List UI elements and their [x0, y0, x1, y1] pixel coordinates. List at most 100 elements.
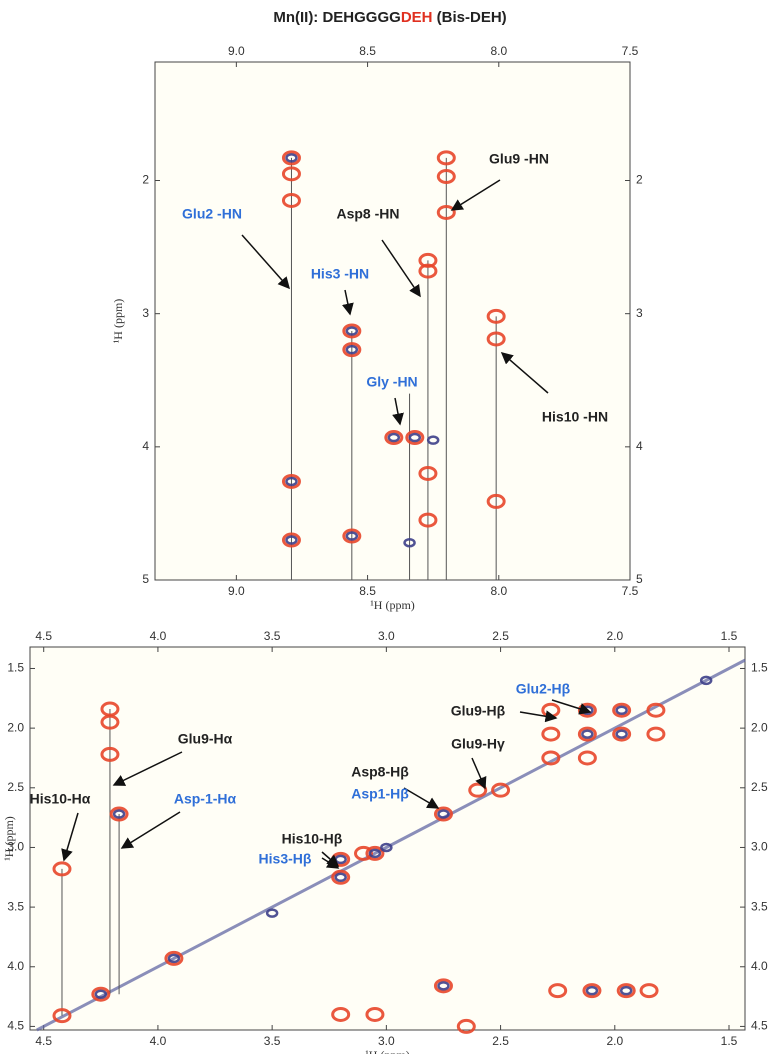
peak-red [646, 726, 666, 742]
peak-blue [437, 809, 450, 819]
title-part: DEH [401, 9, 433, 26]
figure-title: Mn(II): DEHGGGGDEH (Bis-DEH) [273, 9, 506, 26]
annotation-arrow [321, 857, 340, 869]
y-tick-label: 5 [142, 572, 149, 586]
peak-red [281, 150, 301, 166]
peak-blue [345, 344, 359, 355]
peak-red [342, 342, 362, 358]
annotation-arrow [519, 710, 558, 723]
peak-red [577, 750, 597, 766]
peak-red [612, 726, 632, 742]
x-axis-label: ¹H (ppm) [365, 1048, 410, 1054]
annotation: Glu2 -HN [182, 206, 242, 222]
y-tick-label: 4 [142, 439, 149, 453]
annotation: His10 -HN [542, 409, 608, 425]
peak-red [418, 263, 438, 279]
annotation-arrow [61, 812, 79, 862]
x-tick-label: 4.5 [35, 629, 52, 643]
peak-red [281, 532, 301, 548]
peak-blue [265, 908, 279, 918]
peak-blue [403, 537, 416, 548]
peak-red [433, 806, 453, 822]
annotation: Asp8 -HN [336, 206, 399, 222]
y-axis-label: ¹H (ppm) [111, 299, 125, 344]
peak-red [436, 150, 456, 166]
annotation: His10-Hβ [282, 831, 343, 847]
peak-blue [368, 848, 382, 859]
peak-red [281, 166, 301, 182]
peak-red [52, 1008, 72, 1024]
y-tick-label: 4.5 [7, 1019, 24, 1033]
annotation: Glu9-Hα [178, 731, 233, 747]
peak-blue [94, 989, 108, 999]
x-tick-label: 7.5 [622, 44, 639, 58]
annotation: Gly -HN [366, 374, 417, 390]
annotation: Asp8-Hβ [351, 764, 409, 780]
peak-red [491, 782, 511, 798]
peak-red [646, 702, 666, 718]
peak-red [541, 726, 561, 742]
peak-red [486, 493, 506, 509]
plot-frame [154, 61, 631, 581]
y-tick-label: 2.0 [7, 720, 24, 734]
x-tick-label: 8.5 [359, 44, 376, 58]
y-tick-label: 4.0 [7, 959, 24, 973]
annotation-arrow [403, 787, 440, 809]
peak-blue [426, 435, 440, 445]
x-tick-label: 8.5 [359, 584, 376, 598]
peak-red [281, 192, 301, 208]
peak-red [418, 465, 438, 481]
x-tick-label: 8.0 [490, 44, 507, 58]
y-tick-label: 5 [636, 572, 643, 586]
y-tick-label: 4.0 [751, 959, 768, 973]
peak-red [616, 983, 636, 999]
annotation: Glu9-Hγ [451, 736, 505, 752]
peak-red [405, 430, 425, 446]
peak-blue [387, 432, 401, 443]
y-tick-label: 4.5 [751, 1019, 768, 1033]
x-tick-label: 4.5 [35, 1034, 52, 1048]
peak-red [365, 1006, 385, 1022]
y-tick-label: 3.5 [751, 899, 768, 913]
annotation-arrow [450, 179, 501, 211]
peak-red [331, 869, 351, 885]
peak-blue [345, 531, 359, 541]
x-tick-label: 3.0 [378, 1034, 395, 1048]
annotation: Glu2-Hβ [516, 681, 571, 697]
y-tick-label: 2 [636, 173, 643, 187]
annotation: Asp-1-Hα [174, 791, 237, 807]
annotation: His3 -HN [311, 266, 369, 282]
peak-red [91, 986, 111, 1002]
peak-red [331, 1006, 351, 1022]
x-tick-label: 1.5 [721, 629, 738, 643]
x-tick-label: 1.5 [721, 1034, 738, 1048]
x-axis-label: ¹H (ppm) [370, 598, 415, 612]
peak-blue [408, 432, 422, 443]
y-axis-label: ¹H (ppm) [2, 816, 16, 861]
x-tick-label: 4.0 [150, 629, 167, 643]
annotation-arrow [112, 751, 183, 786]
x-tick-label: 2.5 [492, 629, 509, 643]
x-tick-label: 7.5 [622, 584, 639, 598]
x-tick-label: 3.5 [264, 1034, 281, 1048]
peak-red [433, 978, 453, 994]
peak-red [548, 983, 568, 999]
peak-red [384, 430, 404, 446]
peak-red [577, 726, 597, 742]
peak-red [52, 861, 72, 877]
y-tick-label: 3.0 [751, 840, 768, 854]
peak-blue [619, 985, 633, 996]
x-tick-label: 2.5 [492, 1034, 509, 1048]
peak-blue [285, 535, 298, 545]
peak-red [342, 323, 362, 339]
peak-blue [585, 985, 599, 996]
annotation-arrow [471, 757, 487, 790]
peak-blue [345, 326, 359, 336]
x-tick-label: 8.0 [490, 584, 507, 598]
x-tick-label: 9.0 [228, 44, 245, 58]
annotation: His10-Hα [30, 791, 91, 807]
peak-red [354, 845, 374, 861]
y-tick-label: 2.5 [751, 780, 768, 794]
peak-blue [581, 729, 594, 739]
peak-blue [112, 809, 126, 819]
